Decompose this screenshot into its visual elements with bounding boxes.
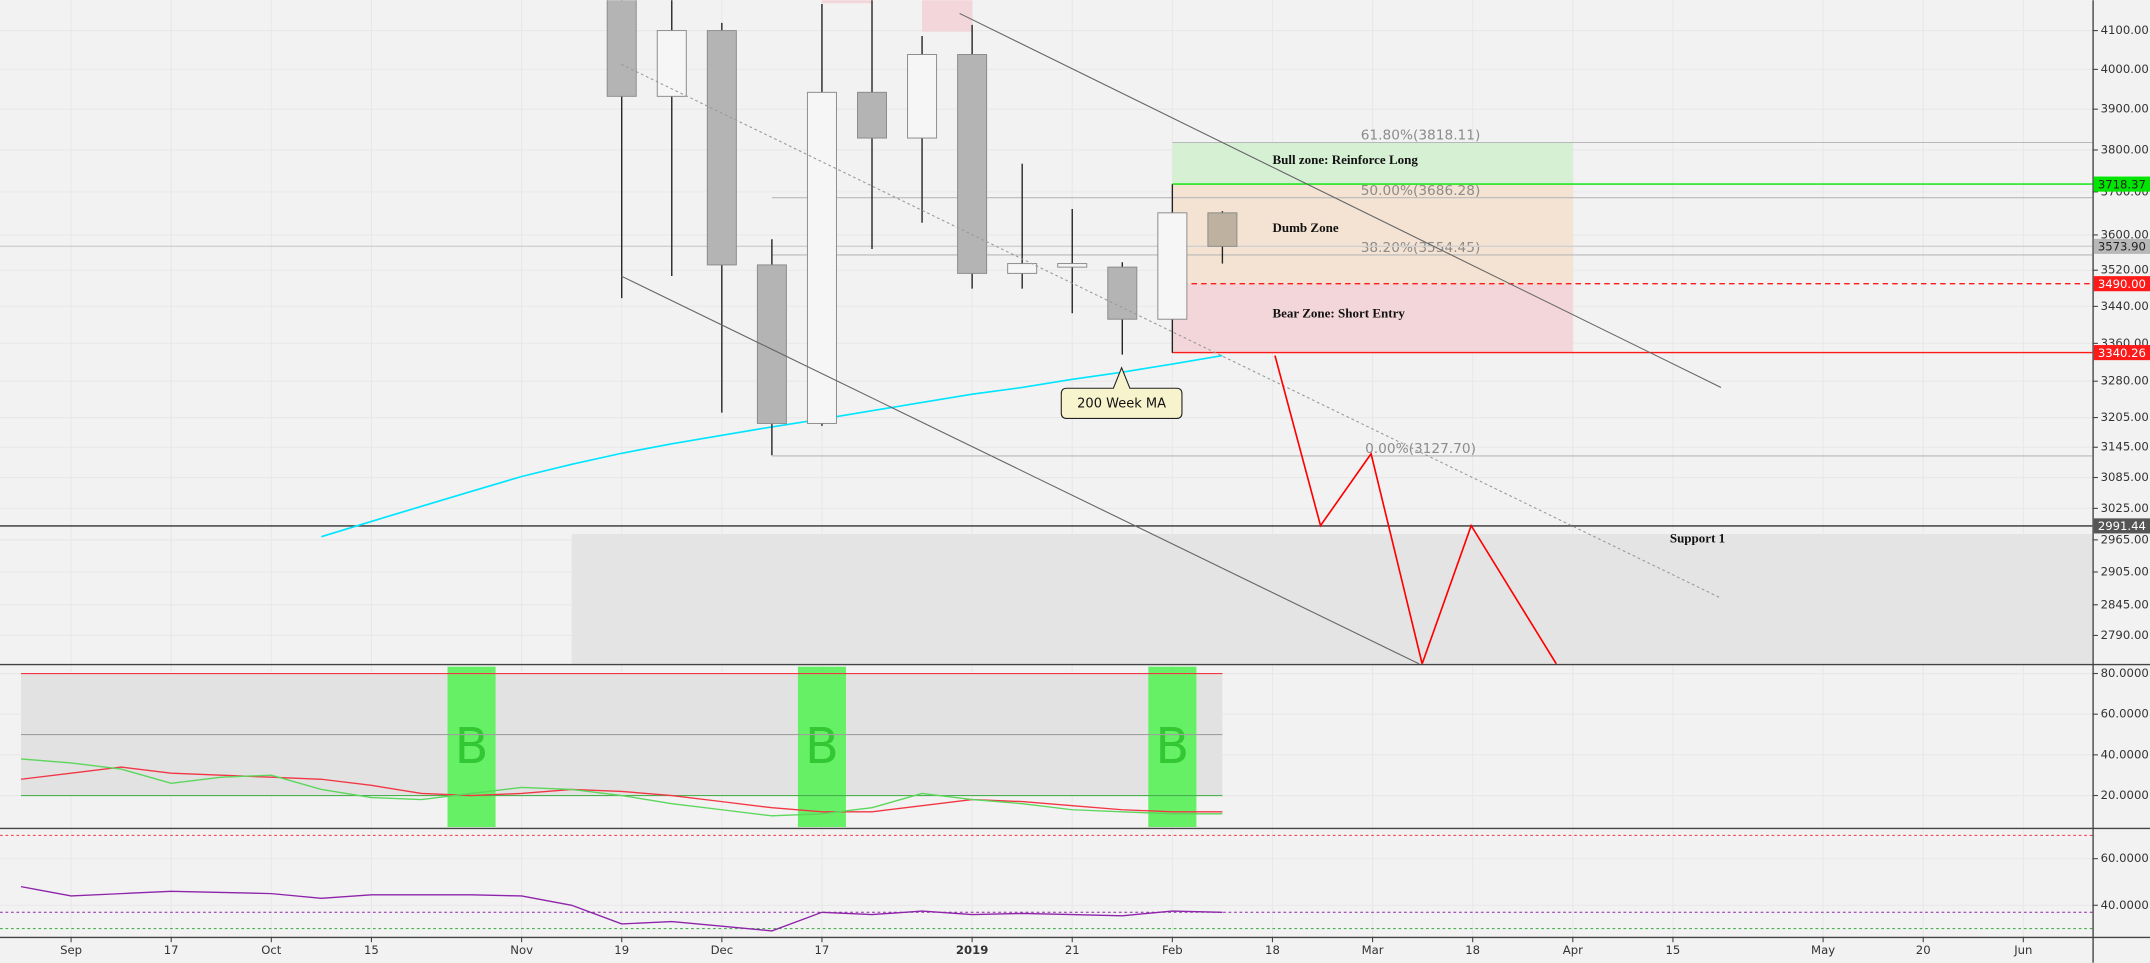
x-tick-label: Jun: [2013, 943, 2032, 957]
box: [821, 0, 873, 4]
price-label: 3718.37: [2098, 177, 2146, 191]
candle-body: [806, 91, 837, 424]
y-tick-label: 20.0000: [2101, 788, 2149, 802]
x-tick-label: Mar: [1362, 943, 1384, 957]
y-tick-label: 3025.00: [2101, 501, 2149, 515]
x-tick-label: Apr: [1563, 943, 1583, 957]
y-tick-label: 4100.00: [2101, 23, 2149, 37]
x-tick-label: 17: [164, 943, 179, 957]
candle-body: [656, 30, 687, 97]
support-zone: [571, 534, 2093, 664]
signal-bar: [447, 666, 496, 828]
candle-body: [1007, 263, 1038, 274]
y-tick-label: 40.0000: [2101, 898, 2149, 912]
zone: [1172, 283, 1573, 353]
y-tick-label: 3145.00: [2101, 440, 2149, 454]
x-tick-label: Oct: [261, 943, 282, 957]
candle-body: [1107, 266, 1138, 320]
price-label: 2991.44: [2098, 519, 2146, 533]
fib-label: 38.20%(3554.45): [1361, 240, 1481, 256]
x-tick-label: 20: [1916, 943, 1931, 957]
fib-label: 61.80%(3818.11): [1361, 128, 1481, 144]
y-tick-label: 4000.00: [2101, 62, 2149, 76]
y-tick-label: 2790.00: [2101, 628, 2149, 642]
zone-label: Bear Zone: Short Entry: [1272, 306, 1405, 321]
y-tick-label: 40.0000: [2101, 747, 2149, 761]
indicator-line: [20, 758, 1223, 817]
y-tick-label: 3520.00: [2101, 263, 2149, 277]
y-tick-label: 2905.00: [2101, 564, 2149, 578]
trend-line: [620, 63, 1722, 599]
price-label-box: [2093, 276, 2150, 292]
x-tick-label: Nov: [510, 943, 533, 957]
signal-bar: [1148, 666, 1197, 828]
x-tick-label: Sep: [60, 943, 82, 957]
price-label-box: [2093, 518, 2150, 534]
price-label-box: [2093, 176, 2150, 192]
y-tick-label: 3800.00: [2101, 142, 2149, 156]
price-label-box: [2093, 345, 2150, 361]
zone-label: Bull zone: Reinforce Long: [1272, 152, 1418, 167]
support-label: Support 1: [1670, 531, 1725, 546]
y-tick-label: 3280.00: [2101, 374, 2149, 388]
x-tick-label: May: [1811, 943, 1835, 957]
price-label-box: [2093, 238, 2150, 254]
fib-label: 50.00%(3686.28): [1361, 183, 1481, 199]
price-pane: Support 1 Bull zone: Reinforce Long Dumb Z…: [0, 0, 2093, 664]
y-tick-label: 2965.00: [2101, 532, 2149, 546]
price-label: 3490.00: [2098, 277, 2146, 291]
x-tick-label: Dec: [711, 943, 734, 957]
y-tick-label: 3085.00: [2101, 470, 2149, 484]
fib-label: 0.00%(3127.70): [1365, 441, 1476, 457]
candle-body: [1207, 212, 1238, 247]
y-tick-label: 80.0000: [2101, 666, 2149, 680]
candle-body: [1157, 212, 1188, 320]
callout: 200 Week MA: [1060, 366, 1183, 419]
trend-line: [959, 12, 1722, 388]
candle-body: [857, 91, 888, 139]
callout-text: 200 Week MA: [1077, 397, 1166, 412]
signal-bar: [797, 666, 846, 828]
price-label: 3573.90: [2098, 240, 2146, 254]
x-tick-label: 21: [1065, 943, 1080, 957]
trend-line: [1274, 355, 1557, 664]
trend-line: [620, 275, 1420, 664]
zone: [1172, 142, 1573, 185]
candle-body: [957, 54, 988, 274]
y-tick-label: 2845.00: [2101, 597, 2149, 611]
x-tick-label: 15: [1666, 943, 1681, 957]
x-tick-label: 18: [1465, 943, 1480, 957]
signal-label: B: [455, 717, 489, 775]
y-tick-label: 3600.00: [2101, 227, 2149, 241]
y-tick-label: 3440.00: [2101, 299, 2149, 313]
x-tick-label: 15: [364, 943, 379, 957]
indicator-line: [20, 766, 1223, 813]
x-tick-label: 18: [1265, 943, 1280, 957]
x-tick-label: 17: [815, 943, 830, 957]
y-tick-label: 60.0000: [2101, 707, 2149, 721]
axes: 4100.004000.003900.003800.003700.003600.…: [60, 23, 2150, 957]
x-tick-label: Feb: [1162, 943, 1183, 957]
y-tick-label: 60.0000: [2101, 851, 2149, 865]
x-tick-label: 19: [614, 943, 629, 957]
zone-label: Dumb Zone: [1272, 220, 1338, 235]
signal-label: B: [1155, 717, 1189, 775]
y-tick-label: 3900.00: [2101, 102, 2149, 116]
indicator-line: [20, 885, 1223, 932]
candle-body: [706, 30, 737, 266]
x-tick-label: 2019: [956, 943, 988, 957]
candle-body: [907, 54, 938, 139]
candle-body: [606, 0, 637, 97]
price-label: 3340.26: [2098, 346, 2146, 360]
indicator-pane: [0, 834, 2093, 932]
signal-label: B: [805, 717, 839, 775]
callout-box: [1060, 366, 1183, 419]
y-tick-label: 3205.00: [2101, 410, 2149, 424]
zone: [1172, 184, 1573, 284]
candle-body: [1057, 263, 1088, 268]
